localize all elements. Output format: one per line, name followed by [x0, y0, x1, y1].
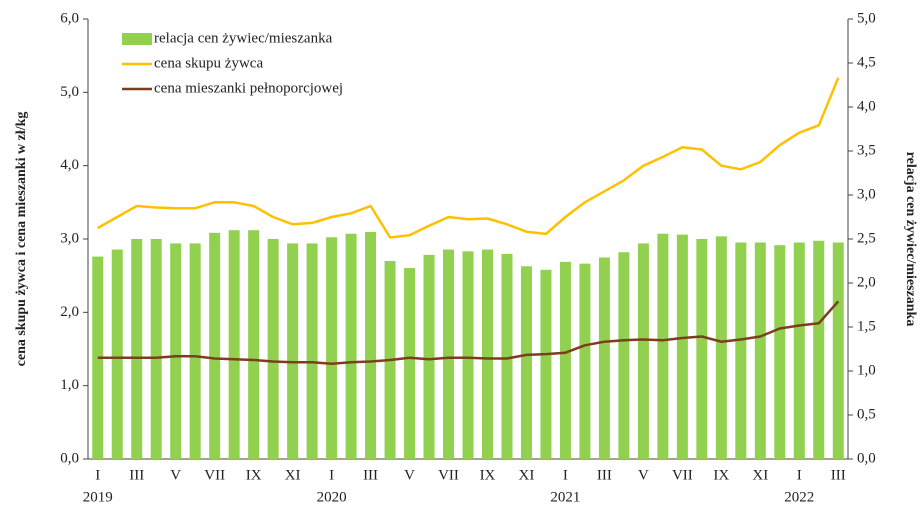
bar	[365, 231, 377, 459]
bar	[404, 268, 416, 459]
y2-tick-label: 1,5	[857, 318, 876, 334]
bar	[209, 232, 221, 459]
x-tick-label: III	[597, 467, 612, 483]
bar	[540, 269, 552, 459]
x-tick-label: III	[129, 467, 144, 483]
bar	[267, 239, 279, 459]
x-tick-label: I	[797, 467, 802, 483]
x-tick-label: XI	[285, 467, 301, 483]
y-tick-label: 1,0	[60, 377, 79, 393]
bar	[131, 239, 143, 459]
year-label: 2021	[550, 489, 580, 505]
bar	[793, 242, 805, 459]
bar	[598, 257, 610, 459]
bar	[618, 252, 630, 459]
x-tick-label: IX	[480, 467, 496, 483]
bar	[754, 242, 766, 459]
bar	[774, 245, 786, 459]
legend-swatch	[122, 33, 152, 45]
x-tick-label: I	[329, 467, 334, 483]
bar	[520, 266, 532, 459]
bar	[481, 249, 493, 459]
x-tick-label: IX	[713, 467, 729, 483]
legend-label: relacja cen żywiec/mieszanka	[154, 30, 333, 46]
bar	[462, 251, 474, 459]
y-axis-label: cena skupu żywca i cena mieszanki w zł/k…	[14, 112, 29, 367]
year-label: 2022	[784, 489, 814, 505]
y2-tick-label: 2,5	[857, 230, 876, 246]
y-tick-label: 2,0	[60, 304, 79, 320]
y2-tick-label: 3,5	[857, 142, 876, 158]
legend-label: cena mieszanki pełnoporcjowej	[154, 80, 343, 96]
bar	[501, 253, 513, 459]
y2-tick-label: 4,0	[857, 98, 876, 114]
y-tick-label: 3,0	[60, 230, 79, 246]
bar	[189, 243, 201, 459]
y-tick-label: 6,0	[60, 10, 79, 26]
bar	[248, 230, 260, 459]
line	[97, 77, 840, 239]
bar	[170, 243, 182, 459]
bar	[111, 249, 123, 459]
x-tick-label: III	[363, 467, 378, 483]
bar	[345, 233, 357, 459]
x-tick-label: IX	[246, 467, 262, 483]
x-tick-label: XI	[752, 467, 768, 483]
bar	[228, 230, 240, 459]
bar	[676, 234, 688, 459]
x-tick-label: VII	[438, 467, 459, 483]
line	[97, 300, 840, 365]
x-tick-label: V	[404, 467, 415, 483]
y2-tick-label: 3,0	[857, 186, 876, 202]
x-tick-label: VII	[672, 467, 693, 483]
bar	[735, 242, 747, 459]
bar	[287, 243, 299, 459]
bar	[813, 240, 825, 459]
y2-axis-label: relacja cen żywiec/mieszanka	[903, 152, 918, 327]
year-label: 2019	[83, 489, 113, 505]
bar	[657, 233, 669, 459]
bar	[443, 249, 455, 459]
x-tick-label: I	[563, 467, 568, 483]
y2-tick-label: 1,0	[857, 362, 876, 378]
bar	[559, 261, 571, 459]
x-tick-label: III	[831, 467, 846, 483]
x-tick-label: V	[170, 467, 181, 483]
x-tick-label: V	[638, 467, 649, 483]
y2-tick-label: 0,5	[857, 406, 876, 422]
bar	[579, 263, 591, 459]
year-label: 2020	[317, 489, 347, 505]
y2-tick-label: 0,0	[857, 450, 876, 466]
bar	[150, 239, 162, 459]
y2-tick-label: 2,0	[857, 274, 876, 290]
y-tick-label: 5,0	[60, 84, 79, 100]
x-tick-label: I	[95, 467, 100, 483]
x-tick-label: VII	[204, 467, 225, 483]
y-tick-label: 4,0	[60, 157, 79, 173]
bar	[832, 242, 844, 459]
y2-tick-label: 5,0	[857, 10, 876, 26]
bar	[715, 236, 727, 459]
x-tick-label: XI	[519, 467, 535, 483]
bar	[306, 243, 318, 459]
y2-tick-label: 4,5	[857, 54, 876, 70]
bar	[637, 243, 649, 459]
y-tick-label: 0,0	[60, 450, 79, 466]
bar	[696, 239, 708, 459]
bar	[326, 237, 338, 459]
bar	[423, 254, 435, 459]
legend-label: cena skupu żywca	[154, 55, 263, 71]
